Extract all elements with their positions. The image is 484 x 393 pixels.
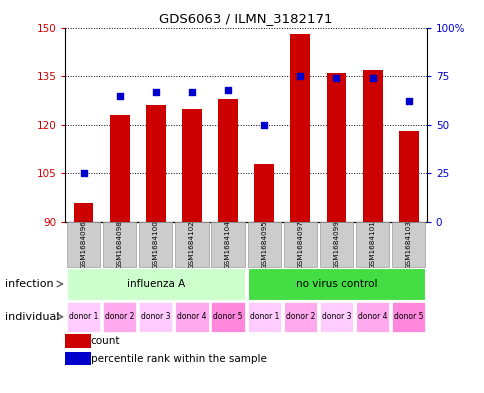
Bar bbox=[283, 222, 317, 267]
Bar bbox=[391, 222, 424, 267]
Bar bbox=[146, 105, 166, 222]
Point bbox=[116, 92, 123, 99]
Bar bbox=[254, 163, 273, 222]
Text: donor 5: donor 5 bbox=[393, 312, 423, 321]
Point bbox=[188, 88, 196, 95]
Bar bbox=[211, 301, 244, 332]
Text: no virus control: no virus control bbox=[295, 279, 377, 289]
Bar bbox=[139, 222, 172, 267]
Bar bbox=[109, 115, 129, 222]
Point bbox=[404, 98, 412, 105]
Bar bbox=[290, 34, 310, 222]
Bar bbox=[67, 222, 100, 267]
Text: donor 4: donor 4 bbox=[177, 312, 206, 321]
Bar bbox=[65, 352, 91, 365]
Bar bbox=[247, 301, 280, 332]
Point bbox=[296, 73, 303, 79]
Point bbox=[224, 86, 231, 93]
Text: GSM1684095: GSM1684095 bbox=[261, 220, 267, 269]
Bar bbox=[175, 301, 208, 332]
Text: GSM1684096: GSM1684096 bbox=[80, 220, 86, 269]
Bar bbox=[211, 222, 244, 267]
Text: GSM1684099: GSM1684099 bbox=[333, 220, 339, 269]
Text: GSM1684104: GSM1684104 bbox=[225, 220, 230, 269]
Bar bbox=[247, 268, 424, 299]
Text: GSM1684103: GSM1684103 bbox=[405, 220, 411, 269]
Bar bbox=[362, 70, 382, 222]
Text: individual: individual bbox=[5, 312, 59, 322]
Text: infection: infection bbox=[5, 279, 53, 289]
Text: donor 4: donor 4 bbox=[357, 312, 387, 321]
Bar bbox=[182, 108, 201, 222]
Point bbox=[151, 88, 159, 95]
Bar bbox=[319, 301, 352, 332]
Bar bbox=[218, 99, 238, 222]
Text: GSM1684100: GSM1684100 bbox=[152, 220, 158, 269]
Text: donor 3: donor 3 bbox=[141, 312, 170, 321]
Bar bbox=[283, 301, 317, 332]
Bar bbox=[326, 73, 346, 222]
Text: donor 1: donor 1 bbox=[69, 312, 98, 321]
Bar bbox=[74, 203, 93, 222]
Point bbox=[368, 75, 376, 81]
Text: GSM1684101: GSM1684101 bbox=[369, 220, 375, 269]
Text: donor 3: donor 3 bbox=[321, 312, 350, 321]
Bar bbox=[67, 268, 244, 299]
Bar bbox=[175, 222, 208, 267]
Text: GSM1684102: GSM1684102 bbox=[189, 220, 195, 269]
Text: GSM1684098: GSM1684098 bbox=[117, 220, 122, 269]
Point bbox=[260, 121, 268, 128]
Bar bbox=[139, 301, 172, 332]
Bar bbox=[247, 222, 280, 267]
Bar bbox=[103, 301, 136, 332]
Text: donor 2: donor 2 bbox=[105, 312, 134, 321]
Point bbox=[79, 170, 87, 176]
Bar bbox=[65, 334, 91, 348]
Text: influenza A: influenza A bbox=[126, 279, 184, 289]
Text: donor 1: donor 1 bbox=[249, 312, 278, 321]
Title: GDS6063 / ILMN_3182171: GDS6063 / ILMN_3182171 bbox=[159, 12, 332, 25]
Text: GSM1684097: GSM1684097 bbox=[297, 220, 302, 269]
Text: percentile rank within the sample: percentile rank within the sample bbox=[91, 354, 266, 364]
Point bbox=[332, 75, 340, 81]
Text: donor 5: donor 5 bbox=[213, 312, 242, 321]
Bar bbox=[103, 222, 136, 267]
Text: donor 2: donor 2 bbox=[285, 312, 315, 321]
Bar bbox=[391, 301, 424, 332]
Bar bbox=[319, 222, 352, 267]
Bar bbox=[398, 131, 418, 222]
Bar bbox=[355, 222, 389, 267]
Bar bbox=[355, 301, 389, 332]
Text: count: count bbox=[91, 336, 120, 346]
Bar bbox=[67, 301, 100, 332]
